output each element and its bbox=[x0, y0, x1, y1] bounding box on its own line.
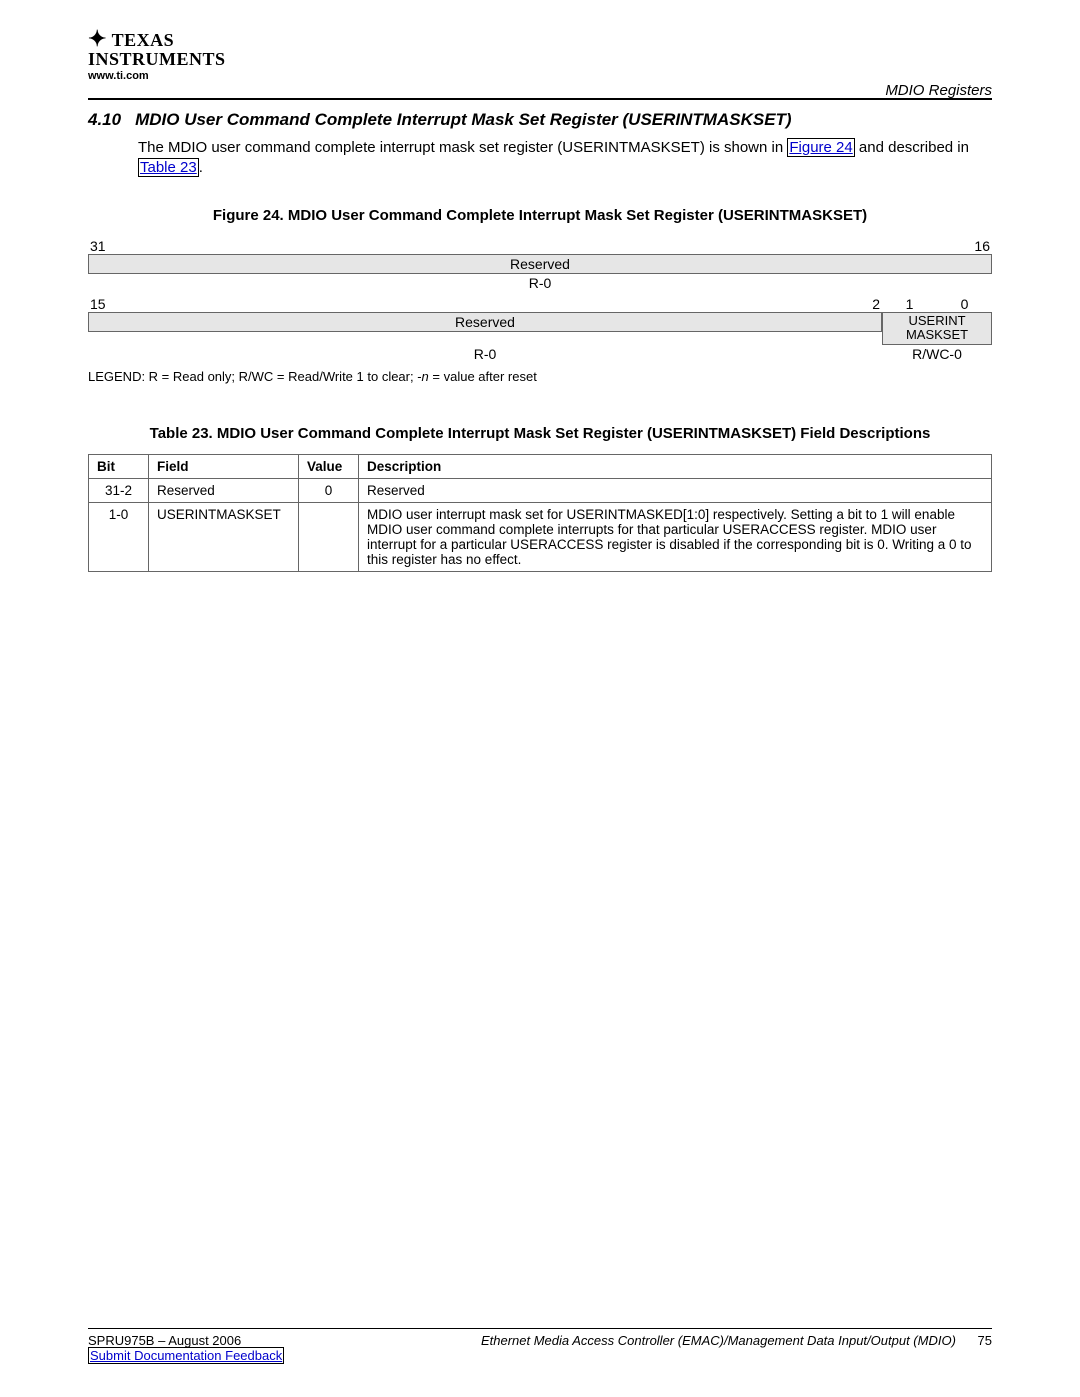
access-r0-1: R-0 bbox=[88, 274, 992, 292]
section-title-text: MDIO User Command Complete Interrupt Mas… bbox=[135, 110, 791, 130]
section-intro: The MDIO user command complete interrupt… bbox=[138, 138, 992, 179]
page-footer: SPRU975B – August 2006 Ethernet Media Ac… bbox=[88, 1328, 992, 1363]
cell-bit: 1-0 bbox=[89, 502, 149, 571]
header-rule: MDIO Registers bbox=[88, 98, 992, 100]
bit-label-15: 15 bbox=[88, 296, 118, 312]
feedback-link[interactable]: Submit Documentation Feedback bbox=[88, 1347, 284, 1364]
reserved-field-1: Reserved bbox=[88, 254, 992, 274]
legend-a: LEGEND: R = Read only; R/WC = Read/Write… bbox=[88, 369, 422, 384]
footer-title: Ethernet Media Access Controller (EMAC)/… bbox=[481, 1333, 956, 1348]
doc-section-label: MDIO Registers bbox=[885, 82, 992, 99]
userintmaskset-field: USERINTMASKSET bbox=[882, 312, 992, 346]
access-rwc: R/WC-0 bbox=[882, 345, 992, 363]
cell-value: 0 bbox=[299, 478, 359, 502]
brand-top: TEXAS bbox=[112, 30, 175, 50]
cell-value bbox=[299, 502, 359, 571]
table-title: Table 23. MDIO User Command Complete Int… bbox=[88, 424, 992, 444]
figure-link[interactable]: Figure 24 bbox=[787, 138, 854, 157]
intro-text-b: and described in bbox=[855, 139, 969, 156]
bit-label-1: 1 bbox=[882, 296, 937, 312]
field-descriptions-table: Bit Field Value Description 31-2 Reserve… bbox=[88, 454, 992, 572]
page-header: ✦ TEXASINSTRUMENTS www.ti.com bbox=[88, 28, 992, 82]
cell-desc: Reserved bbox=[359, 478, 992, 502]
cell-field: USERINTMASKSET bbox=[149, 502, 299, 571]
intro-text-c: . bbox=[199, 159, 203, 176]
legend-b: = value after reset bbox=[429, 369, 537, 384]
table-header-row: Bit Field Value Description bbox=[89, 454, 992, 478]
field-line1: USERINT bbox=[908, 313, 965, 328]
doc-number: SPRU975B – August 2006 bbox=[88, 1333, 241, 1348]
bit-label-2: 2 bbox=[852, 296, 882, 312]
cell-desc: MDIO user interrupt mask set for USERINT… bbox=[359, 502, 992, 571]
field-line2: MASKSET bbox=[906, 327, 968, 342]
table-link[interactable]: Table 23 bbox=[138, 158, 199, 177]
reserved-field-2: Reserved bbox=[88, 312, 882, 332]
brand-url: www.ti.com bbox=[88, 70, 226, 82]
intro-text-a: The MDIO user command complete interrupt… bbox=[138, 139, 787, 156]
bit-label-16: 16 bbox=[962, 238, 992, 254]
legend-n: n bbox=[422, 369, 429, 384]
figure-title: Figure 24. MDIO User Command Complete In… bbox=[88, 207, 992, 224]
legend: LEGEND: R = Read only; R/WC = Read/Write… bbox=[88, 369, 992, 384]
section-number: 4.10 bbox=[88, 110, 121, 130]
bit-label-31: 31 bbox=[88, 238, 118, 254]
th-bit: Bit bbox=[89, 454, 149, 478]
cell-bit: 31-2 bbox=[89, 478, 149, 502]
register-diagram: 31 16 Reserved R-0 15 2 1 0 Reserved USE… bbox=[88, 238, 992, 385]
table-row: 31-2 Reserved 0 Reserved bbox=[89, 478, 992, 502]
access-r0-2: R-0 bbox=[88, 345, 882, 363]
brand-bottom: INSTRUMENTS bbox=[88, 49, 226, 69]
page-number: 75 bbox=[978, 1333, 992, 1348]
table-row: 1-0 USERINTMASKSET MDIO user interrupt m… bbox=[89, 502, 992, 571]
cell-field: Reserved bbox=[149, 478, 299, 502]
th-field: Field bbox=[149, 454, 299, 478]
th-value: Value bbox=[299, 454, 359, 478]
bit-label-0: 0 bbox=[937, 296, 992, 312]
th-desc: Description bbox=[359, 454, 992, 478]
ti-logo: ✦ TEXASINSTRUMENTS www.ti.com bbox=[88, 28, 226, 82]
section-heading: 4.10 MDIO User Command Complete Interrup… bbox=[88, 110, 992, 130]
